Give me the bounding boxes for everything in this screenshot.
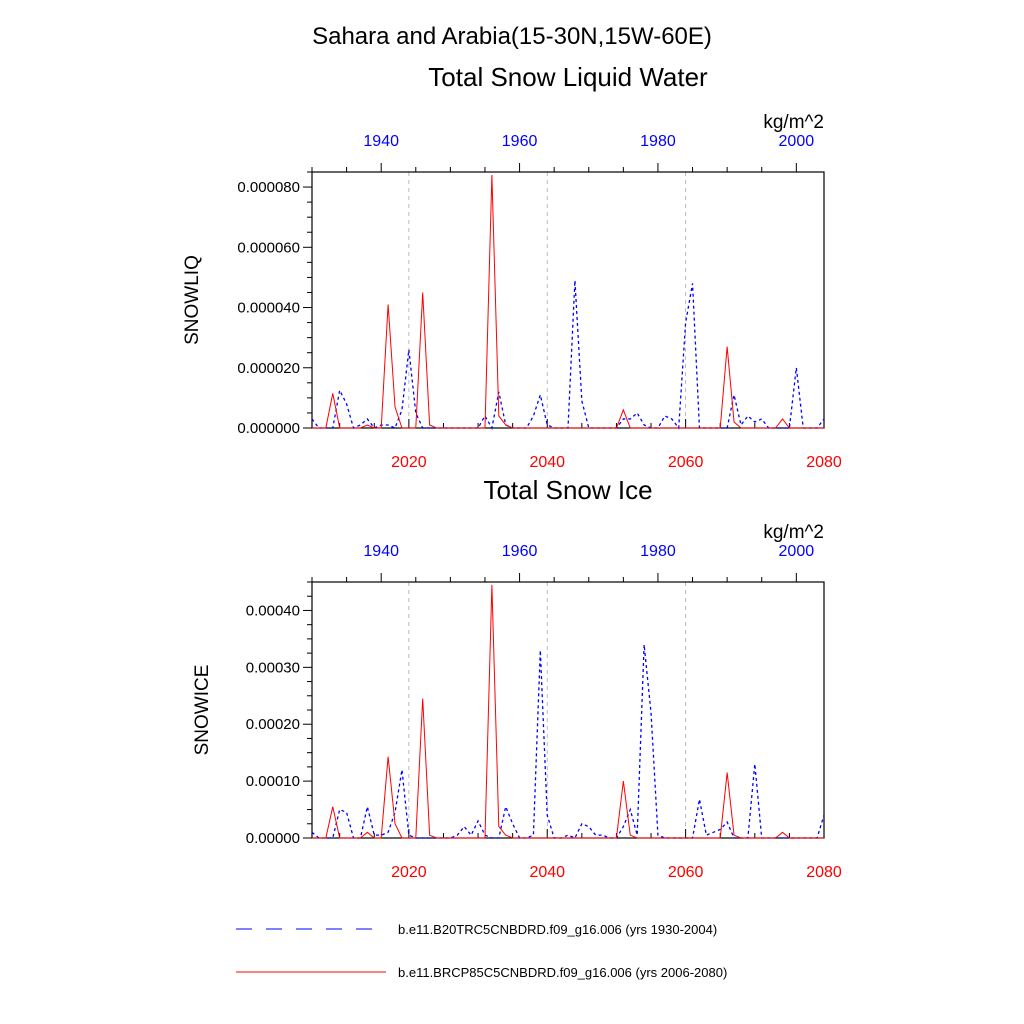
y-axis-label: SNOWLIQ	[182, 255, 203, 345]
chart-panels: Total Snow Liquid Water kg/m^2 SNOWLIQ 2020…	[182, 62, 842, 881]
y-tick-label: 0.00020	[246, 716, 300, 733]
x-top-tick-label: 1940	[363, 133, 399, 150]
y-tick-label: 0.000060	[237, 239, 300, 256]
y-tick-label: 0.000040	[237, 300, 300, 317]
legend-item-2: b.e11.BRCP85C5CNBDRD.f09_g16.006 (yrs 20…	[236, 965, 727, 980]
x-bottom-tick-label: 2040	[529, 864, 565, 881]
legend-label: b.e11.B20TRC5CNBDRD.f09_g16.006 (yrs 193…	[398, 922, 717, 937]
y-tick-label: 0.00000	[246, 830, 300, 847]
x-top-tick-label: 1980	[640, 133, 676, 150]
series-line-1	[312, 280, 824, 430]
x-top-tick-label: 2000	[779, 133, 815, 150]
page-title: Sahara and Arabia(15-30N,15W-60E)	[312, 23, 712, 50]
series-line-2	[312, 584, 824, 839]
x-bottom-tick-label: 2060	[668, 454, 704, 471]
y-axis-label: SNOWICE	[192, 665, 213, 756]
x-bottom-tick-label: 2060	[668, 864, 704, 881]
plot-frame	[311, 171, 825, 429]
x-top-tick-label: 1960	[502, 133, 538, 150]
legend: b.e11.B20TRC5CNBDRD.f09_g16.006 (yrs 193…	[236, 922, 727, 980]
y-tick-label: 0.00030	[246, 659, 300, 676]
y-tick-label: 0.00010	[246, 773, 300, 790]
legend-item-1: b.e11.B20TRC5CNBDRD.f09_g16.006 (yrs 193…	[236, 922, 717, 937]
panel-title: Total Snow Liquid Water	[428, 62, 708, 92]
panel-2: Total Snow Ice kg/m^2 SNOWICE 2020 2040 2060 2…	[192, 475, 842, 881]
y-tick-label: 0.000000	[237, 420, 300, 437]
x-top-tick-label: 1960	[502, 543, 538, 560]
panel-1: Total Snow Liquid Water kg/m^2 SNOWLIQ 2020…	[182, 62, 842, 471]
x-top-tick-label: 2000	[779, 543, 815, 560]
x-bottom-tick-label: 2080	[806, 864, 842, 881]
x-bottom-tick-label: 2020	[391, 864, 427, 881]
series-line-2	[312, 174, 824, 429]
panel-title: Total Snow Ice	[483, 475, 652, 505]
x-bottom-tick-label: 2080	[806, 454, 842, 471]
x-bottom-tick-label: 2020	[391, 454, 427, 471]
legend-label: b.e11.BRCP85C5CNBDRD.f09_g16.006 (yrs 20…	[398, 965, 727, 980]
series-line-1	[312, 644, 824, 839]
units-label: kg/m^2	[763, 522, 824, 543]
x-top-tick-label: 1940	[363, 543, 399, 560]
units-label: kg/m^2	[763, 112, 824, 133]
y-tick-label: 0.00040	[246, 602, 300, 619]
y-tick-label: 0.000080	[237, 179, 300, 196]
plot-frame	[311, 581, 825, 839]
x-top-tick-label: 1980	[640, 543, 676, 560]
x-bottom-tick-label: 2040	[529, 454, 565, 471]
y-tick-label: 0.000020	[237, 360, 300, 377]
